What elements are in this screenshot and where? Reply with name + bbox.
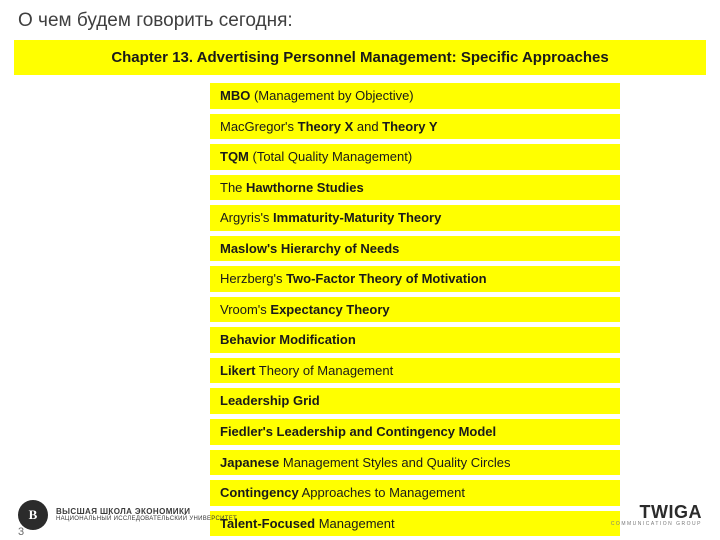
list-item: Fiedler's Leadership and Contingency Mod…	[210, 419, 620, 445]
list-item: MacGregor's Theory X and Theory Y	[210, 114, 620, 140]
list-item: TQM (Total Quality Management)	[210, 144, 620, 170]
list-item: MBO (Management by Objective)	[210, 83, 620, 109]
chapter-banner: Chapter 13. Advertising Personnel Manage…	[14, 40, 706, 75]
twiga-sub: COMMUNICATION GROUP	[611, 521, 702, 527]
footer: В ВЫСШАЯ ШКОЛА ЭКОНОМИКИ НАЦИОНАЛЬНЫЙ ИС…	[0, 496, 720, 540]
twiga-logo: TWIGA COMMUNICATION GROUP	[611, 503, 702, 527]
list-item: Japanese Management Styles and Quality C…	[210, 450, 620, 476]
list-item: Maslow's Hierarchy of Needs	[210, 236, 620, 262]
hse-logo: В ВЫСШАЯ ШКОЛА ЭКОНОМИКИ НАЦИОНАЛЬНЫЙ ИС…	[18, 500, 237, 530]
list-item: Herzberg's Two-Factor Theory of Motivati…	[210, 266, 620, 292]
page-number: 3	[18, 526, 24, 538]
list-item: Leadership Grid	[210, 388, 620, 414]
twiga-name: TWIGA	[611, 503, 702, 521]
list-item: Vroom's Expectancy Theory	[210, 297, 620, 323]
hse-logo-text: ВЫСШАЯ ШКОЛА ЭКОНОМИКИ НАЦИОНАЛЬНЫЙ ИССЛ…	[56, 508, 237, 522]
hse-line1: ВЫСШАЯ ШКОЛА ЭКОНОМИКИ	[56, 508, 237, 516]
page-title: О чем будем говорить сегодня:	[0, 0, 720, 40]
hse-line2: НАЦИОНАЛЬНЫЙ ИССЛЕДОВАТЕЛЬСКИЙ УНИВЕРСИТ…	[56, 516, 237, 522]
list-item: Argyris's Immaturity-Maturity Theory	[210, 205, 620, 231]
list-item: Behavior Modification	[210, 327, 620, 353]
topic-list: MBO (Management by Objective) MacGregor's…	[210, 83, 620, 536]
list-item: The Hawthorne Studies	[210, 175, 620, 201]
list-item: Likert Theory of Management	[210, 358, 620, 384]
